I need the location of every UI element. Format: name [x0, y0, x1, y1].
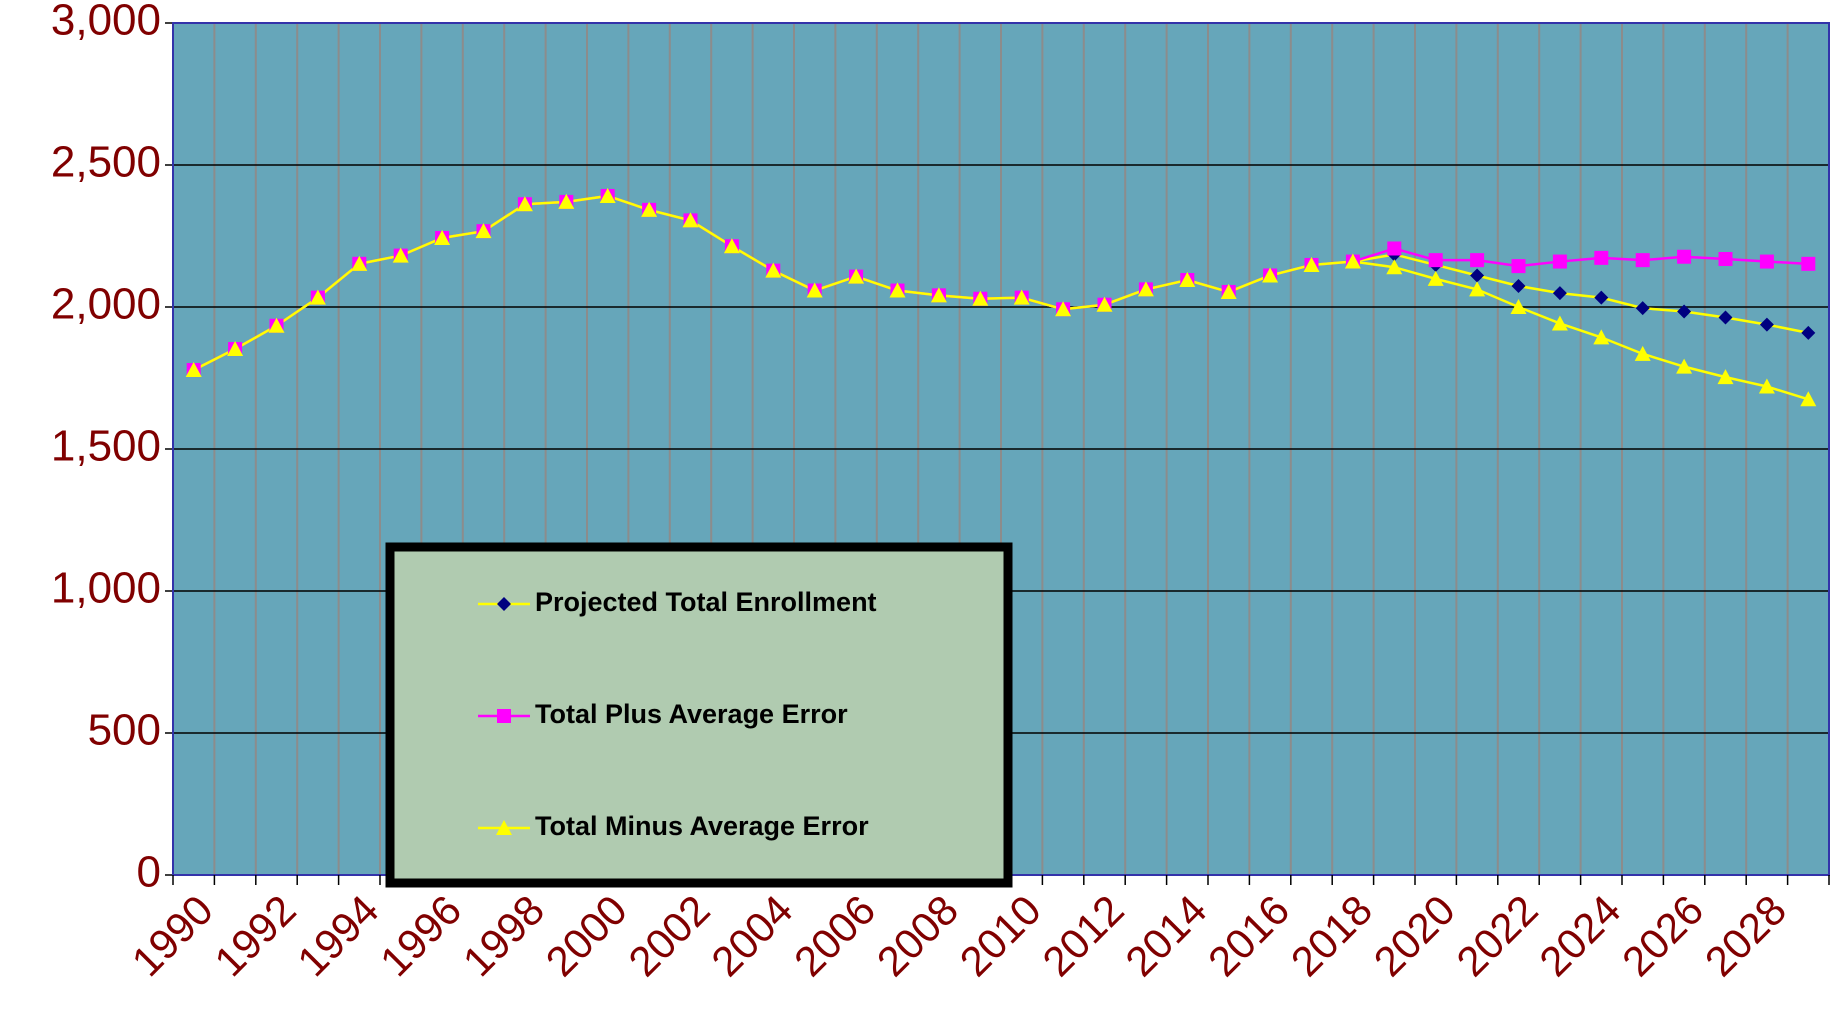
marker	[1262, 267, 1279, 283]
marker	[1427, 270, 1444, 286]
marker	[1677, 304, 1692, 319]
marker	[1717, 369, 1734, 385]
marker	[599, 187, 616, 203]
marker	[1470, 253, 1485, 268]
marker	[1635, 253, 1650, 268]
x-tick-label: 2018	[1282, 886, 1381, 985]
x-tick-label: 2012	[1033, 886, 1132, 985]
marker	[1758, 378, 1775, 394]
legend-marker	[497, 709, 511, 723]
marker	[1634, 345, 1651, 361]
x-tick-label: 2024	[1530, 886, 1629, 985]
marker	[227, 341, 244, 357]
marker	[516, 196, 533, 212]
marker	[1055, 301, 1072, 317]
legend-marker	[497, 597, 511, 611]
marker	[1551, 315, 1568, 331]
marker	[1096, 296, 1113, 312]
marker	[1220, 283, 1237, 299]
marker	[1470, 268, 1485, 283]
marker	[1469, 281, 1486, 297]
marker	[185, 362, 202, 378]
x-tick-label: 2016	[1199, 886, 1298, 985]
marker	[1801, 325, 1816, 340]
marker	[1510, 299, 1527, 314]
marker	[309, 289, 326, 305]
marker	[1013, 289, 1030, 305]
x-tick-label: 2010	[951, 886, 1050, 985]
y-tick-label: 3,000	[51, 0, 161, 45]
x-tick-label: 1990	[123, 886, 222, 985]
marker	[1718, 310, 1733, 325]
marker	[1179, 272, 1196, 288]
marker	[1718, 252, 1733, 267]
marker	[765, 262, 782, 278]
marker	[1759, 317, 1774, 332]
legend-label: Projected Total Enrollment	[535, 587, 877, 617]
marker	[1677, 249, 1692, 264]
legend-marker	[496, 820, 512, 835]
legend-label: Total Plus Average Error	[535, 699, 848, 729]
x-tick-label: 2028	[1696, 886, 1795, 985]
marker	[1303, 256, 1320, 272]
marker	[641, 201, 658, 217]
marker	[1386, 259, 1403, 275]
x-tick-label: 1992	[205, 886, 304, 985]
marker	[1552, 286, 1567, 301]
marker	[806, 282, 823, 298]
marker	[1511, 278, 1526, 293]
x-tick-label: 1994	[288, 886, 387, 985]
x-tick-label: 2002	[619, 886, 718, 985]
y-tick-label: 2,500	[51, 138, 161, 187]
marker	[1635, 301, 1650, 316]
marker	[1344, 253, 1361, 269]
x-tick-label: 2004	[702, 886, 801, 985]
marker	[848, 268, 865, 284]
marker	[1594, 250, 1609, 265]
x-tick-label: 2026	[1613, 886, 1712, 985]
marker	[1593, 329, 1610, 345]
marker	[1676, 358, 1693, 374]
y-tick-label: 500	[88, 706, 161, 755]
marker	[889, 282, 906, 298]
marker	[723, 238, 740, 254]
marker	[1511, 259, 1526, 274]
marker	[1137, 281, 1154, 297]
legend-label: Total Minus Average Error	[535, 811, 869, 841]
marker	[1759, 254, 1774, 269]
marker	[1552, 254, 1567, 269]
marker	[434, 229, 451, 245]
marker	[1594, 290, 1609, 305]
marker	[930, 287, 947, 303]
y-tick-label: 1,000	[51, 564, 161, 613]
marker	[475, 223, 492, 239]
marker	[1801, 256, 1816, 271]
x-tick-label: 2000	[537, 886, 636, 985]
x-tick-label: 1996	[371, 886, 470, 985]
y-tick-label: 0	[137, 848, 161, 897]
marker	[1387, 241, 1402, 256]
marker	[1428, 253, 1443, 268]
marker	[268, 317, 285, 333]
marker	[1800, 391, 1817, 407]
y-tick-label: 1,500	[51, 422, 161, 471]
marker	[558, 193, 575, 209]
x-tick-label: 2014	[1116, 886, 1215, 985]
x-tick-label: 2006	[785, 886, 884, 985]
x-tick-label: 1998	[454, 886, 553, 985]
marker	[972, 290, 989, 306]
x-tick-label: 2020	[1365, 886, 1464, 985]
marker	[392, 247, 409, 263]
x-tick-label: 2008	[868, 886, 967, 985]
x-tick-label: 2022	[1447, 886, 1546, 985]
marker	[682, 212, 699, 228]
series-line	[193, 194, 1809, 401]
y-tick-label: 2,000	[51, 280, 161, 329]
marker	[351, 255, 368, 271]
